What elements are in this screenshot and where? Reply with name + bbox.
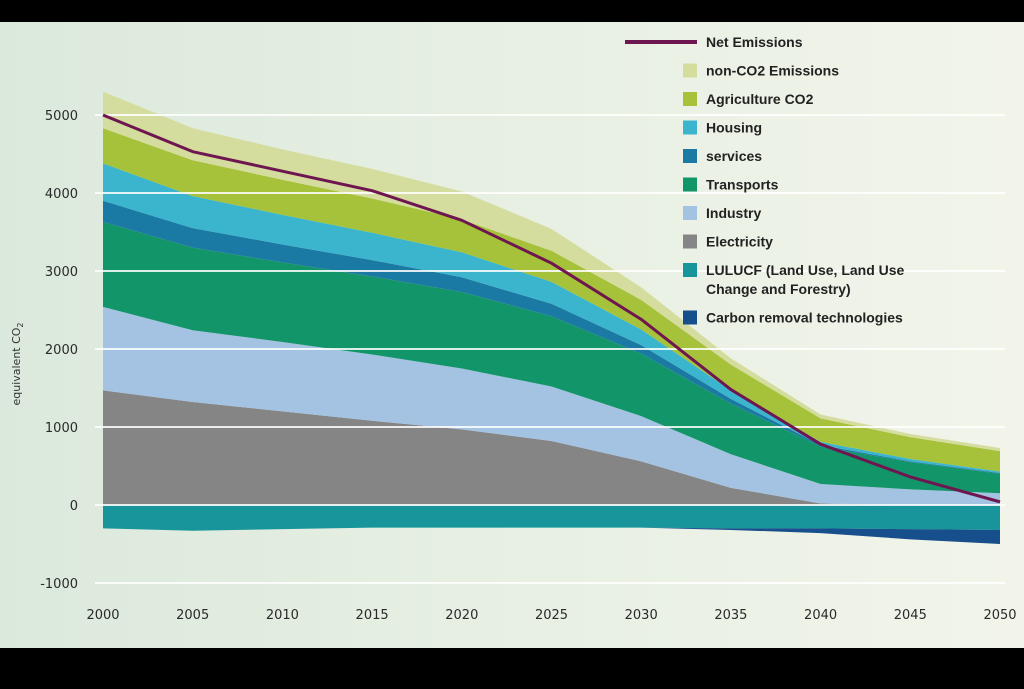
x-tick-label: 2045 [894, 608, 927, 623]
x-tick-label: 2050 [983, 608, 1016, 623]
y-tick-label: 5000 [45, 109, 78, 124]
x-tick-label: 2020 [445, 608, 478, 623]
y-axis-ticks: 5000 4000 3000 2000 1000 0 -1000 [40, 109, 78, 592]
x-tick-label: 2035 [714, 608, 747, 623]
net-line-group [102, 113, 1001, 504]
legend-item-carbon-removal-technologies: Carbon removal technologies [683, 310, 903, 326]
y-tick-label: 3000 [45, 265, 78, 280]
legend-label: Transports [706, 177, 779, 193]
x-tick-label: 2040 [804, 608, 837, 623]
x-tick-label: 2010 [266, 608, 299, 623]
legend-label: Net Emissions [706, 34, 803, 50]
legend-label: Housing [706, 120, 762, 136]
legend: Net Emissions non-CO2 Emissions Agricultur… [625, 34, 905, 326]
line-net-emissions [102, 113, 1001, 504]
area-housing [103, 163, 1000, 474]
area-industry [103, 306, 1000, 505]
legend-swatch [683, 120, 697, 135]
x-tick-label: 2025 [535, 608, 568, 623]
legend-item-lulucf-land-use-land-use: LULUCF (Land Use, Land Use Change and For… [683, 262, 905, 297]
legend-swatch [683, 206, 697, 220]
legend-label: Carbon removal technologies [706, 310, 903, 326]
legend-item-industry: Industry [683, 205, 761, 221]
legend-label: services [706, 148, 762, 164]
legend-item-services: services [683, 148, 762, 164]
y-tick-label: 0 [70, 499, 78, 514]
legend-label: LULUCF (Land Use, Land Use [706, 262, 905, 278]
legend-label: non-CO2 Emissions [706, 63, 839, 79]
area-agriculture-co2 [103, 128, 1000, 472]
area-carbon-removal-technologies [103, 527, 1000, 544]
y-tick-label: -1000 [40, 577, 78, 592]
legend-item-non-co2-emissions: non-CO2 Emissions [683, 63, 839, 79]
legend-item-transports: Transports [683, 177, 779, 193]
legend-swatch [683, 177, 697, 192]
legend-label: Agriculture CO2 [706, 91, 814, 107]
area-lulucf-land-use-land-use-change-and-forestry [103, 505, 1000, 531]
x-tick-label: 2030 [625, 608, 658, 623]
area-services [103, 200, 1000, 474]
legend-item-net-emissions: Net Emissions [625, 34, 803, 50]
legend-item-housing: Housing [683, 120, 762, 136]
legend-item-agriculture-co2: Agriculture CO2 [683, 91, 814, 107]
legend-swatch [683, 234, 697, 249]
gridlines [95, 114, 1005, 584]
legend-swatch [683, 63, 697, 78]
legend-swatch [683, 92, 697, 106]
legend-label: Electricity [706, 234, 773, 250]
legend-item-electricity: Electricity [683, 234, 773, 250]
legend-label: Change and Forestry) [706, 281, 851, 297]
y-tick-label: 4000 [45, 187, 78, 202]
y-tick-label: 1000 [45, 421, 78, 436]
x-axis-ticks: 2000 2005 2010 2015 2020 2025 2030 2035 2040 2045… [86, 608, 1016, 623]
chart-frame: 5000 4000 3000 2000 1000 0 -1000 2000 2005 2010 2… [0, 22, 1024, 648]
legend-swatch [683, 263, 697, 277]
y-tick-label: 2000 [45, 343, 78, 358]
legend-label: Industry [706, 205, 761, 221]
x-tick-label: 2015 [356, 608, 389, 623]
y-axis-label: equivalent CO2 [10, 322, 25, 405]
area-transports [103, 221, 1000, 494]
area-electricity [103, 390, 1000, 505]
legend-swatch [683, 310, 697, 325]
legend-swatch [683, 149, 697, 163]
x-tick-label: 2000 [86, 608, 119, 623]
x-tick-label: 2005 [176, 608, 209, 623]
